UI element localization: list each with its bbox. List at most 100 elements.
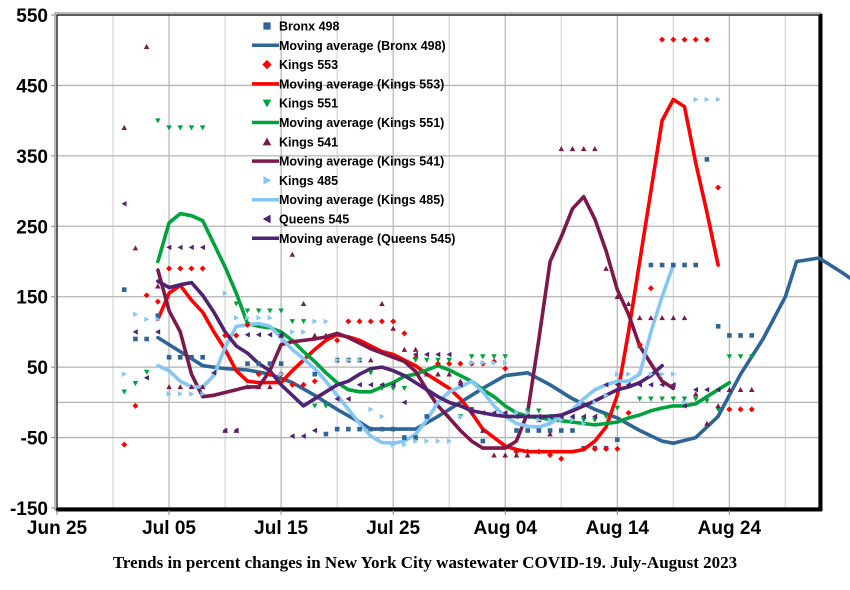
point-kings-485 xyxy=(267,315,273,321)
point-kings-551 xyxy=(278,308,284,314)
point-queens-545 xyxy=(390,381,396,388)
point-kings-553 xyxy=(726,406,733,413)
point-kings-551 xyxy=(143,369,150,375)
point-kings-485 xyxy=(547,417,553,423)
point-kings-551 xyxy=(132,381,139,387)
point-queens-545 xyxy=(614,381,620,388)
point-queens-545 xyxy=(412,351,418,358)
point-bronx-498 xyxy=(200,354,205,360)
point-queens-545 xyxy=(166,244,172,251)
point-kings-553 xyxy=(345,318,352,325)
legend-swatch-marker xyxy=(263,176,272,185)
point-kings-541 xyxy=(569,146,576,152)
legend-item-moving-average-kings-551: Moving average (Kings 551) xyxy=(252,116,444,130)
point-queens-545 xyxy=(558,413,564,420)
point-kings-551 xyxy=(536,408,542,414)
point-queens-545 xyxy=(603,381,609,388)
legend-item-kings-553: Kings 553 xyxy=(262,58,338,72)
y-tick-label: -150 xyxy=(10,499,48,520)
legend-item-moving-average-bronx-498: Moving average (Bronx 498) xyxy=(252,39,446,53)
point-kings-541 xyxy=(289,251,296,257)
point-kings-553 xyxy=(132,402,139,409)
point-kings-485 xyxy=(200,391,206,397)
point-kings-551 xyxy=(267,308,273,314)
point-bronx-498 xyxy=(189,354,194,360)
point-kings-485 xyxy=(626,371,632,377)
point-kings-485 xyxy=(581,420,587,427)
point-kings-553 xyxy=(591,445,598,452)
legend-swatch-marker xyxy=(262,214,271,224)
point-kings-485 xyxy=(390,441,396,448)
point-bronx-498 xyxy=(133,336,138,342)
point-kings-551 xyxy=(368,370,374,376)
point-queens-545 xyxy=(480,410,486,416)
y-tick-label: 250 xyxy=(16,217,48,238)
point-kings-551 xyxy=(737,354,744,360)
point-kings-551 xyxy=(502,354,508,360)
point-queens-545 xyxy=(648,381,654,388)
chart-caption: Trends in percent changes in New York Ci… xyxy=(112,553,738,572)
point-queens-545 xyxy=(255,331,262,338)
point-kings-485 xyxy=(177,391,184,397)
point-kings-541 xyxy=(121,124,127,130)
point-queens-545 xyxy=(681,403,687,409)
point-queens-545 xyxy=(143,374,149,381)
point-kings-551 xyxy=(390,385,396,392)
point-queens-545 xyxy=(188,244,194,251)
point-bronx-498 xyxy=(121,287,127,292)
point-queens-545 xyxy=(580,413,586,420)
point-kings-485 xyxy=(233,315,240,321)
point-kings-541 xyxy=(446,371,452,377)
point-kings-551 xyxy=(670,396,677,402)
point-queens-545 xyxy=(625,381,631,388)
line-moving-average-queens-545 xyxy=(156,279,664,419)
point-kings-553 xyxy=(457,360,464,367)
point-bronx-498 xyxy=(177,354,183,360)
point-bronx-498 xyxy=(659,262,665,268)
point-bronx-498 xyxy=(144,336,149,342)
point-bronx-498 xyxy=(536,428,542,433)
point-kings-553 xyxy=(166,265,173,272)
point-kings-553 xyxy=(143,292,150,299)
point-kings-541 xyxy=(659,315,665,321)
plot-frame xyxy=(54,12,823,512)
legend-item-moving-average-queens-545: Moving average (Queens 545) xyxy=(252,232,455,246)
point-queens-545 xyxy=(670,381,676,388)
point-bronx-498 xyxy=(155,313,161,319)
point-kings-553 xyxy=(367,318,374,325)
point-kings-553 xyxy=(681,36,688,43)
point-queens-545 xyxy=(569,413,575,420)
legend-label: Moving average (Kings 485) xyxy=(279,193,444,207)
point-queens-545 xyxy=(446,351,452,358)
point-kings-485 xyxy=(693,96,699,103)
point-bronx-498 xyxy=(245,361,250,366)
point-kings-551 xyxy=(715,407,721,413)
point-kings-541 xyxy=(692,391,699,397)
point-kings-541 xyxy=(513,452,520,458)
point-kings-553 xyxy=(334,337,341,344)
line-moving-average-kings-541 xyxy=(156,194,676,450)
point-queens-545 xyxy=(491,410,497,416)
point-kings-485 xyxy=(290,329,296,335)
point-queens-545 xyxy=(659,381,665,388)
point-queens-545 xyxy=(177,244,183,251)
y-tick-label: 550 xyxy=(16,6,48,27)
point-kings-485 xyxy=(502,360,508,366)
point-queens-545 xyxy=(401,399,407,406)
point-queens-545 xyxy=(435,351,441,358)
y-tick-label: 450 xyxy=(16,76,48,97)
y-tick-label: 350 xyxy=(16,147,48,168)
point-kings-485 xyxy=(570,417,576,423)
point-kings-485 xyxy=(166,391,172,397)
point-kings-485 xyxy=(413,438,419,444)
point-queens-545 xyxy=(368,381,374,388)
point-kings-551 xyxy=(311,403,318,409)
point-kings-541 xyxy=(636,315,643,321)
x-tick-label: Jul 15 xyxy=(254,518,308,539)
plot-border xyxy=(56,14,820,509)
point-bronx-498 xyxy=(693,262,699,268)
point-bronx-498 xyxy=(357,426,362,432)
point-kings-553 xyxy=(390,318,397,325)
point-kings-541 xyxy=(379,300,385,307)
